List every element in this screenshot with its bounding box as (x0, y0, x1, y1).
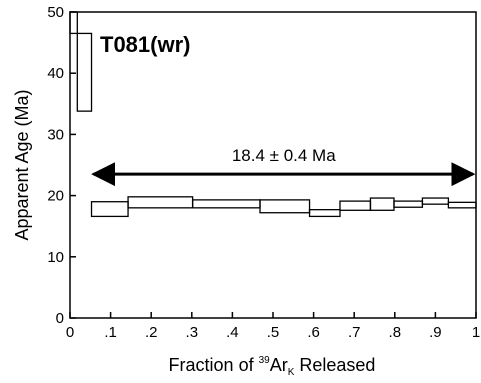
age-step (69, 11, 78, 35)
x-tick-label: .4 (226, 324, 239, 341)
x-tick-label: .1 (104, 324, 117, 341)
x-axis-title-base: Ar (270, 355, 288, 375)
x-tick-label: 1 (472, 324, 480, 341)
y-tick-label: 0 (56, 310, 64, 327)
age-step (421, 197, 450, 205)
x-tick-label: .9 (429, 324, 442, 341)
age-step (447, 201, 477, 209)
x-axis-title-suffix: Released (294, 355, 375, 375)
plot-frame (69, 11, 477, 319)
x-tick-label: .6 (307, 324, 320, 341)
x-tick-label: 0 (66, 324, 74, 341)
y-tick-label: 20 (47, 188, 64, 205)
y-tick-label: 40 (47, 65, 64, 82)
x-axis-title: Fraction of 39ArK Released (169, 355, 376, 378)
age-step (90, 201, 129, 218)
x-tick-label: .7 (348, 324, 361, 341)
x-axis-ticks: 0 .1 .2 .3 .4 .5 .6 .7 .8 .9 1 (66, 312, 480, 341)
y-tick-label: 10 (47, 249, 64, 266)
y-tick-label: 50 (47, 4, 64, 21)
y-tick-label: 30 (47, 126, 64, 143)
sample-label: T081(wr) (100, 32, 190, 57)
age-step (369, 197, 395, 211)
plateau-age-label: 18.4 ± 0.4 Ma (232, 146, 336, 165)
x-axis-title-prefix: Fraction of (169, 355, 259, 375)
x-tick-label: .5 (267, 324, 280, 341)
x-axis-title-sup: 39 (259, 355, 271, 366)
x-axis-title-sub: K (288, 367, 295, 378)
age-step (76, 32, 93, 112)
age-step (308, 209, 341, 218)
age-step (259, 199, 311, 214)
x-tick-label: .8 (389, 324, 402, 341)
y-axis-ticks: 0 10 20 30 40 50 (47, 4, 76, 327)
y-axis-title: Apparent Age (Ma) (12, 89, 32, 240)
age-step (393, 200, 424, 208)
x-tick-label: .2 (145, 324, 158, 341)
age-step (191, 199, 261, 209)
age-steps (69, 11, 477, 218)
age-step (127, 196, 194, 209)
age-step (339, 200, 372, 211)
x-tick-label: .3 (186, 324, 199, 341)
